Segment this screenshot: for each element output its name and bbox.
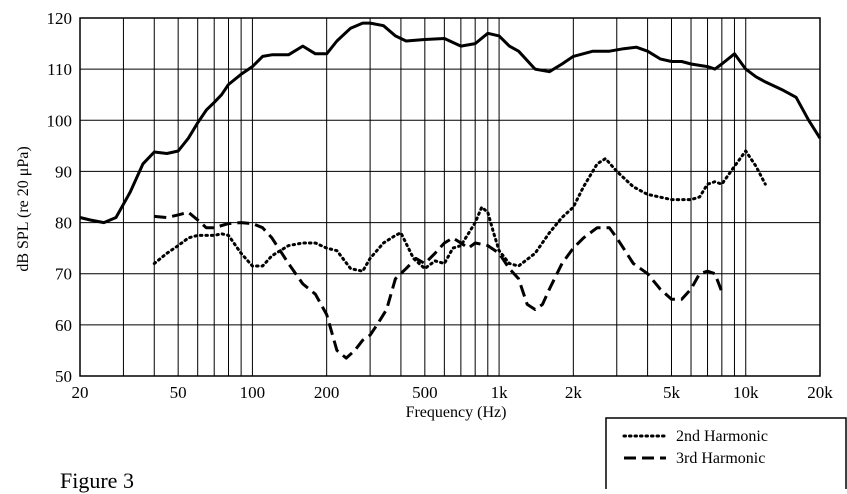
x-tick-label: 200 (314, 383, 340, 402)
y-tick-label: 120 (47, 9, 73, 28)
y-tick-label: 50 (55, 367, 72, 386)
x-tick-label: 20 (72, 383, 89, 402)
legend-box (605, 417, 847, 489)
x-axis-label: Frequency (Hz) (406, 404, 507, 421)
series-line-2 (152, 149, 767, 273)
y-axis-label: dB SPL (re 20 μPa) (15, 146, 32, 271)
x-tick-labels: 20 50 100 200 500 1k 2k 5k 10k 20k (72, 383, 834, 402)
x-tick-label: 100 (240, 383, 266, 402)
x-tick-label: 10k (733, 383, 759, 402)
x-tick-label: 50 (170, 383, 187, 402)
y-tick-label: 60 (55, 316, 72, 335)
x-tick-label: 2k (565, 383, 583, 402)
plot-frame (79, 17, 821, 377)
figure-label: Figure 3 (60, 468, 134, 493)
y-tick-label: 80 (55, 214, 72, 233)
legend-entry: 3rd Harmonic (676, 450, 765, 467)
series-line-1 (79, 21, 822, 225)
x-tick-label: 1k (491, 383, 509, 402)
y-tick-label: 90 (55, 162, 72, 181)
y-tick-label: 100 (47, 111, 73, 130)
series-layer (79, 21, 822, 360)
x-tick-label: 20k (807, 383, 833, 402)
legend: 2nd Harmonic 3rd Harmonic (605, 417, 847, 489)
x-tick-label: 500 (412, 383, 438, 402)
y-tick-label: 110 (47, 60, 72, 79)
x-tick-label: 5k (663, 383, 681, 402)
grid (80, 17, 820, 377)
y-tick-label: 70 (55, 265, 72, 284)
series-line-3 (154, 210, 724, 360)
y-tick-labels: 50 60 70 80 90 100 110 120 (47, 9, 73, 386)
legend-entry: 2nd Harmonic (676, 428, 768, 445)
